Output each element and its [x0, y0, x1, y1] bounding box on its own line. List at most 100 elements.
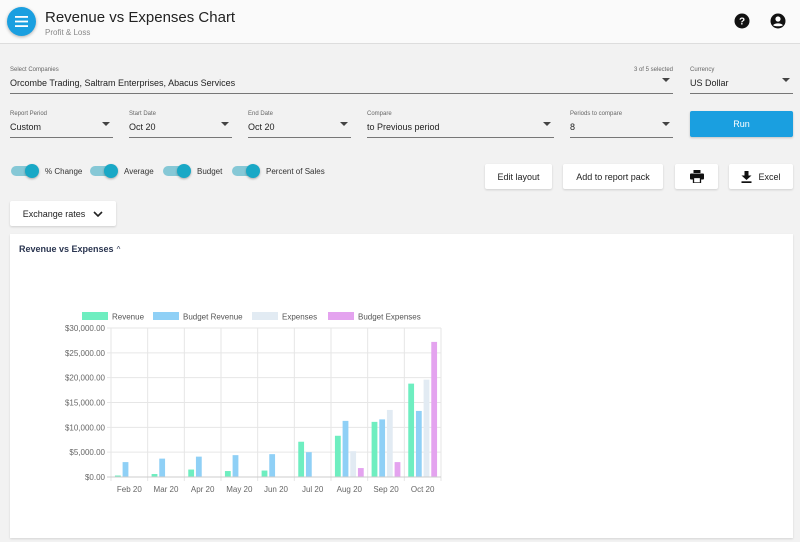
excel-export-button[interactable]: Excel [729, 164, 793, 189]
add-to-report-pack-button[interactable]: Add to report pack [563, 164, 663, 189]
compare-label: Compare [367, 111, 392, 117]
toggle-switch[interactable] [90, 164, 118, 178]
excel-label: Excel [758, 171, 781, 182]
y-tick-label: $15,000.00 [65, 399, 106, 408]
chart-panel: Revenue vs Expenses ^ $0.00 $5,000.00 $10,0… [10, 234, 793, 538]
run-button[interactable]: Run [690, 111, 793, 137]
chevron-down-icon [662, 78, 670, 82]
bar-expenses [386, 409, 393, 477]
companies-select[interactable]: Select Companies 3 of 5 selected Orcombe… [10, 67, 673, 94]
start-date-select[interactable]: Start Date Oct 20 [129, 111, 232, 138]
legend-swatch [252, 312, 278, 320]
bar-budget-revenue [415, 410, 422, 477]
bar-budget-revenue [232, 455, 239, 477]
bar-revenue [298, 441, 305, 477]
bar-budget-expenses [431, 341, 438, 477]
bar-expenses [350, 451, 357, 477]
bar-budget-revenue [195, 456, 202, 477]
panel-title[interactable]: Revenue vs Expenses ^ [19, 244, 120, 254]
menu-button[interactable] [7, 7, 36, 36]
bar-budget-revenue [342, 420, 349, 477]
compare-value: to Previous period [367, 122, 440, 132]
toggle-percent-of-sales[interactable]: Percent of Sales [232, 164, 325, 178]
currency-label: Currency [690, 67, 715, 73]
chevron-down-icon [782, 78, 790, 82]
x-tick-label: Feb 20 [117, 485, 142, 494]
bar-revenue [371, 421, 378, 477]
compare-select[interactable]: Compare to Previous period [367, 111, 554, 138]
currency-select[interactable]: Currency US Dollar [690, 67, 793, 94]
end-date-select[interactable]: End Date Oct 20 [248, 111, 351, 138]
edit-layout-button[interactable]: Edit layout [485, 164, 552, 189]
report-period-select[interactable]: Report Period Custom [10, 111, 113, 138]
x-tick-label: Sep 20 [373, 485, 399, 494]
x-tick-label: Oct 20 [411, 485, 435, 494]
y-tick-label: $25,000.00 [65, 349, 106, 358]
toggle-label: Budget [197, 166, 223, 176]
toggle-switch[interactable] [163, 164, 191, 178]
help-icon[interactable]: ? [733, 12, 751, 30]
chevron-down-icon [102, 122, 110, 126]
periods-value: 8 [570, 122, 576, 132]
currency-value: US Dollar [690, 78, 729, 88]
y-tick-label: $5,000.00 [69, 448, 105, 457]
bar-revenue [114, 475, 121, 477]
chevron-up-icon: ^ [116, 245, 121, 254]
periods-label: Periods to compare [570, 111, 623, 117]
bar-budget-revenue [379, 419, 386, 477]
bar-revenue [261, 470, 268, 477]
exchange-rates-button[interactable]: Exchange rates [10, 201, 116, 226]
x-tick-label: May 20 [226, 485, 253, 494]
y-tick-label: $10,000.00 [65, 423, 106, 432]
report-period-value: Custom [10, 122, 42, 132]
x-tick-label: Jul 20 [302, 485, 324, 494]
toggle-label: Average [124, 166, 154, 176]
page-subtitle: Profit & Loss [45, 28, 91, 37]
toggle-average[interactable]: Average [90, 164, 154, 178]
chevron-down-icon [340, 122, 348, 126]
bar-revenue [408, 383, 415, 477]
svg-text:?: ? [739, 17, 745, 28]
exchange-rates-label: Exchange rates [22, 208, 86, 219]
companies-selected-count: 3 of 5 selected [633, 67, 673, 73]
legend-label: Budget Revenue [183, 313, 243, 322]
toggle-percent-change[interactable]: % Change [11, 164, 82, 178]
y-tick-label: $20,000.00 [65, 374, 106, 383]
x-tick-label: Mar 20 [154, 485, 179, 494]
companies-value: Orcombe Trading, Saltram Enterprises, Ab… [10, 78, 236, 88]
toggle-switch[interactable] [232, 164, 260, 178]
x-tick-label: Aug 20 [337, 485, 363, 494]
end-date-label: End Date [248, 111, 274, 117]
bar-budget-revenue [122, 462, 129, 477]
toggle-switch[interactable] [11, 164, 39, 178]
y-tick-label: $0.00 [85, 473, 106, 482]
start-date-label: Start Date [129, 111, 157, 117]
chevron-down-icon [662, 122, 670, 126]
app-header: Revenue vs Expenses Chart Profit & Loss … [0, 0, 800, 44]
menu-icon [15, 16, 28, 27]
bar-budget-revenue [159, 458, 166, 477]
legend-label: Budget Expenses [358, 313, 421, 322]
legend-label: Expenses [282, 313, 317, 322]
bar-revenue [224, 471, 231, 477]
bar-revenue [334, 435, 341, 477]
chevron-down-icon [543, 122, 551, 126]
toggle-budget[interactable]: Budget [163, 164, 222, 178]
download-icon [741, 170, 752, 183]
account-circle-icon[interactable] [769, 12, 787, 30]
legend-label: Revenue [112, 313, 145, 322]
x-tick-label: Apr 20 [191, 485, 215, 494]
y-tick-label: $30,000.00 [65, 324, 106, 333]
report-period-label: Report Period [10, 111, 48, 117]
toggle-label: % Change [45, 166, 83, 176]
bar-expenses [423, 379, 430, 477]
print-button[interactable] [675, 164, 718, 189]
bar-budget-expenses [357, 468, 364, 477]
print-icon [689, 170, 704, 183]
periods-select[interactable]: Periods to compare 8 [570, 111, 673, 138]
companies-label: Select Companies [10, 67, 59, 73]
start-date-value: Oct 20 [129, 122, 156, 132]
bar-revenue [151, 474, 158, 477]
end-date-value: Oct 20 [248, 122, 275, 132]
legend-swatch [328, 312, 354, 320]
